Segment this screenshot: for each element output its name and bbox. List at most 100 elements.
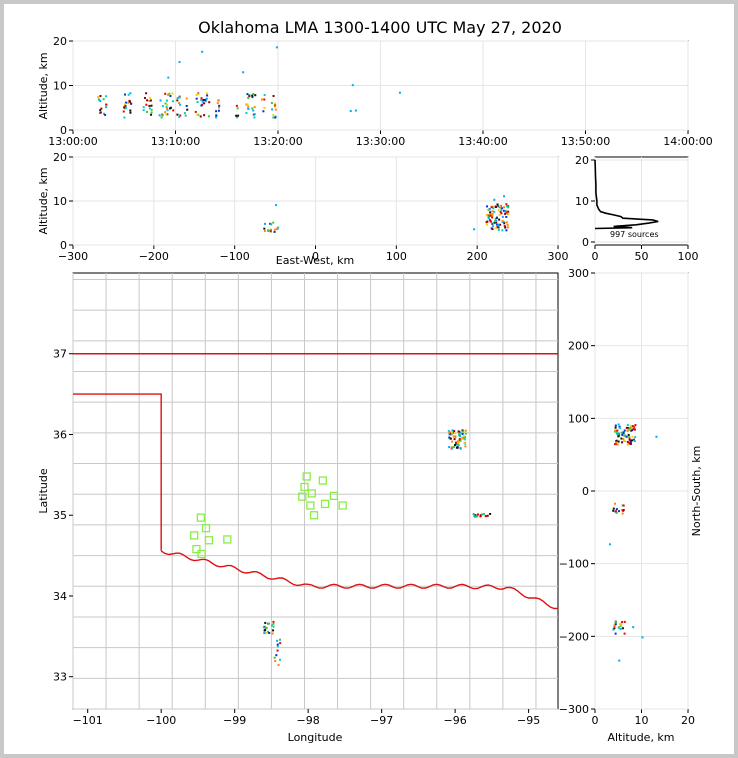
time-height-source — [273, 105, 276, 108]
time-height-source — [217, 99, 220, 102]
time-tick-label: 13:20:00 — [253, 135, 302, 148]
time-height-source — [274, 116, 277, 119]
ns-height-source — [631, 435, 634, 438]
time-height-source — [166, 99, 169, 102]
map-source — [276, 643, 279, 646]
ns-height-source — [615, 441, 618, 444]
time-height-source — [129, 109, 132, 112]
ew-height-source — [505, 211, 508, 214]
ns-height-source — [614, 426, 617, 429]
map-source — [452, 435, 455, 438]
ew-height-source — [507, 212, 510, 215]
time-height-source — [254, 94, 257, 97]
time-height-source — [105, 106, 108, 109]
ew-height-source — [272, 221, 275, 224]
time-height-source — [217, 106, 220, 109]
time-height-source — [150, 111, 153, 114]
ns-height-source — [618, 510, 621, 513]
ns-height-source — [628, 438, 631, 441]
ew-height-source — [500, 207, 503, 210]
time-height-source — [252, 93, 255, 96]
ew-height-source — [493, 198, 496, 201]
lma-station-marker — [338, 501, 347, 510]
map-source — [475, 515, 478, 518]
map-source — [464, 445, 467, 448]
time-height-source — [263, 107, 266, 110]
ns-height-source — [628, 437, 631, 440]
time-height-source — [247, 107, 250, 110]
map-source — [276, 649, 279, 652]
lma-station-marker — [300, 482, 309, 492]
ew-height-source — [489, 211, 492, 214]
alt-tick-label: 0 — [60, 124, 67, 137]
time-height-source — [128, 99, 131, 102]
ns-height-source — [629, 424, 632, 427]
time-height-source — [242, 71, 245, 74]
time-height-source — [215, 110, 218, 113]
time-height-source — [145, 92, 148, 95]
ew-height-source — [496, 203, 499, 206]
histogram-x-tick-label: 50 — [635, 250, 649, 263]
time-height-source — [235, 114, 238, 117]
ns-height-source — [630, 429, 633, 432]
time-height-source — [200, 104, 203, 107]
map-source — [448, 431, 451, 434]
ew-height-source — [498, 204, 501, 207]
time-height-source — [196, 113, 199, 116]
ew-height-source — [507, 206, 510, 209]
time-height-source — [142, 109, 145, 112]
ns-height-source — [614, 632, 617, 635]
map-source — [459, 439, 462, 442]
ew-height-source — [491, 225, 494, 228]
ns-height-source — [612, 509, 615, 512]
ew-height-source — [497, 224, 500, 227]
time-height-source — [194, 110, 197, 113]
ew-height-source — [503, 222, 506, 225]
longitude-tick-label: −96 — [444, 714, 467, 727]
map-source — [448, 436, 451, 439]
time-height-source — [262, 110, 265, 113]
ew-height-source — [495, 219, 498, 222]
map-source — [272, 625, 275, 628]
ew-height-source — [488, 208, 491, 211]
altitude-histogram-line — [594, 159, 659, 230]
map-source — [489, 512, 492, 515]
map-source — [456, 443, 459, 446]
histogram-annotation: 997 sources — [610, 230, 659, 239]
ns-height-source — [641, 636, 644, 639]
alt-tick-label: 10 — [53, 80, 67, 93]
time-height-ylabel: Altitude, km — [37, 52, 50, 119]
time-height-source — [208, 101, 211, 104]
time-height-source — [351, 84, 354, 87]
time-height-source — [204, 98, 207, 101]
ew-tick-label: 0 — [312, 250, 319, 263]
ew-height-source — [489, 214, 492, 217]
ns-height-source — [629, 426, 632, 429]
time-tick-label: 13:30:00 — [356, 135, 405, 148]
state-boundary — [160, 550, 559, 610]
map-source — [272, 622, 275, 625]
time-height-source — [251, 96, 254, 99]
time-height-source — [245, 103, 248, 106]
time-height-source — [354, 109, 357, 112]
time-height-source — [123, 106, 126, 109]
ew-height-ylabel: Altitude, km — [37, 167, 50, 234]
lma-station-marker — [223, 535, 232, 544]
time-tick-label: 14:00:00 — [663, 135, 712, 148]
ns-height-source — [616, 443, 619, 446]
ew-height-source — [269, 228, 272, 231]
map-source — [463, 435, 466, 438]
ew-height-source — [263, 222, 266, 225]
ns-height-source — [626, 428, 629, 431]
lma-station-marker — [309, 511, 319, 520]
ew-height-source — [489, 220, 492, 223]
ew-height-source — [497, 209, 500, 212]
lma-station-marker — [306, 501, 315, 510]
time-height-source — [204, 100, 207, 103]
ew-height-source — [263, 227, 266, 230]
lma-station-marker — [307, 489, 316, 498]
time-height-source — [179, 103, 182, 106]
ew-tick-label: 200 — [467, 250, 488, 263]
ew-height-source — [486, 205, 489, 208]
time-height-source — [251, 94, 254, 97]
